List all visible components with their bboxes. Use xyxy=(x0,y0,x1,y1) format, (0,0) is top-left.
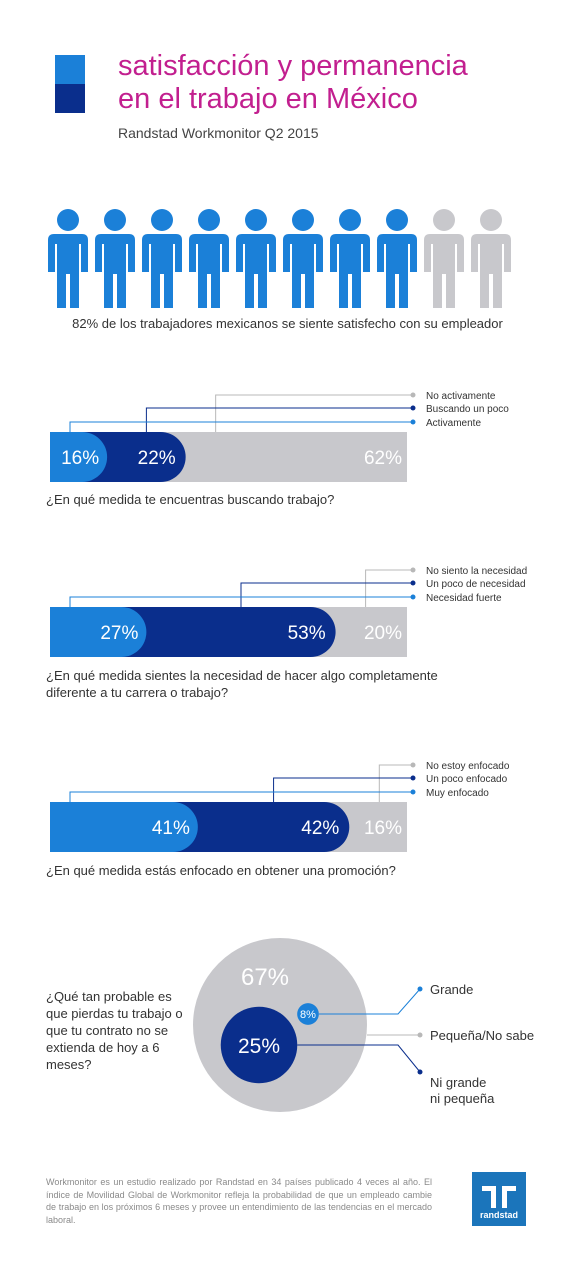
legend-label: Activamente xyxy=(426,418,481,429)
bar-value-label: 20% xyxy=(364,623,402,644)
randstad-logo-text: randstad xyxy=(479,1210,518,1220)
legend-label-ni-grande: Ni grande ni pequeña xyxy=(430,1075,495,1106)
people-pictogram xyxy=(48,209,511,308)
person-icon xyxy=(330,209,370,308)
bar-value-label: 16% xyxy=(61,448,99,469)
page-subtitle: Randstad Workmonitor Q2 2015 xyxy=(118,125,319,141)
bubble-grande xyxy=(297,1003,319,1025)
bar-value-label: 53% xyxy=(288,623,326,644)
chart-job-search: 16% 22% 62% No activamente Buscando un poco A… xyxy=(50,391,509,482)
chart-career-change: 27% 53% 20% No siento la necesidad Un poco d… xyxy=(50,566,527,657)
legend-connector xyxy=(378,764,413,802)
people-caption: 82% de los trabajadores mexicanos se sie… xyxy=(72,316,503,331)
bubble-ni-grande-ni-pequena xyxy=(220,1006,298,1084)
connector-ni-grande xyxy=(297,1044,421,1073)
person-icon xyxy=(283,209,323,308)
legend-dot xyxy=(417,1069,423,1075)
randstad-logo-icon xyxy=(482,1186,516,1208)
bar-segment-activamente xyxy=(50,432,108,482)
chart-promotion: 41% 42% 16% No estoy enfocado Un poco enfoca… xyxy=(50,761,510,852)
bubble-value-label: 25% xyxy=(238,1035,280,1058)
legend-label: No activamente xyxy=(426,391,496,402)
legend-dot xyxy=(410,594,416,600)
legend-label: No siento la necesidad xyxy=(426,566,527,577)
chart-job-loss: 67% 8% 25% Grande Pequeña/No sabe Ni grande ni… xyxy=(193,938,534,1112)
bar-value-label: 22% xyxy=(138,448,176,469)
legend-label: Muy enfocado xyxy=(426,788,489,799)
legend-label: Buscando un poco xyxy=(426,404,509,415)
question-job-loss: ¿Qué tan probable es que pierdas tu trab… xyxy=(46,989,183,1072)
legend-connector xyxy=(215,394,413,432)
footer-text: Workmonitor es un estudio realizado por … xyxy=(46,1177,432,1225)
connector-grande xyxy=(318,988,421,1015)
legend-connector xyxy=(273,777,413,802)
brand-square-light xyxy=(55,55,85,84)
bar-value-label: 16% xyxy=(364,818,402,839)
brand-square-dark xyxy=(55,84,85,113)
bar-value-label: 42% xyxy=(301,818,339,839)
bubble-value-label: 67% xyxy=(241,964,289,991)
legend-connector xyxy=(69,596,413,607)
bar-value-label: 62% xyxy=(364,448,402,469)
legend-label-pequena: Pequeña/No sabe xyxy=(430,1028,534,1043)
person-icon xyxy=(236,209,276,308)
legend-label: No estoy enfocado xyxy=(426,761,510,772)
legend-connector xyxy=(69,791,413,802)
person-icon xyxy=(471,209,511,308)
legend-label: Necesidad fuerte xyxy=(426,593,502,604)
legend-connector xyxy=(365,569,413,607)
person-icon xyxy=(142,209,182,308)
person-icon xyxy=(377,209,417,308)
bar-segment-muy-enfocado xyxy=(50,802,198,852)
bar-value-label: 41% xyxy=(152,818,190,839)
legend-dot xyxy=(410,580,416,586)
person-icon xyxy=(95,209,135,308)
person-icon xyxy=(48,209,88,308)
bar-value-label: 27% xyxy=(100,623,138,644)
legend-connector xyxy=(69,421,413,432)
legend-connector xyxy=(240,582,413,607)
legend-dot xyxy=(410,789,416,795)
question-career-change: ¿En qué medida sientes la necesidad de h… xyxy=(46,668,438,700)
legend-dot xyxy=(410,775,416,781)
legend-dot xyxy=(410,405,416,411)
question-promotion: ¿En qué medida estás enfocado en obtener… xyxy=(46,863,396,878)
legend-dot xyxy=(410,419,416,425)
legend-dot xyxy=(410,762,416,768)
legend-dot xyxy=(417,986,423,992)
legend-dot xyxy=(417,1032,423,1038)
legend-dot xyxy=(410,567,416,573)
legend-connector xyxy=(145,407,413,432)
bubble-value-label: 8% xyxy=(300,1009,316,1021)
question-job-search: ¿En qué medida te encuentras buscando tr… xyxy=(46,492,335,507)
person-icon xyxy=(189,209,229,308)
legend-label-grande: Grande xyxy=(430,982,473,997)
page-title: satisfacción y permanencia en el trabajo… xyxy=(118,50,468,115)
legend-dot xyxy=(410,392,416,398)
legend-label: Un poco enfocado xyxy=(426,774,508,785)
bar-segment-necesidad-fuerte xyxy=(50,607,147,657)
legend-label: Un poco de necesidad xyxy=(426,579,526,590)
person-icon xyxy=(424,209,464,308)
randstad-logo: randstad xyxy=(472,1172,526,1226)
